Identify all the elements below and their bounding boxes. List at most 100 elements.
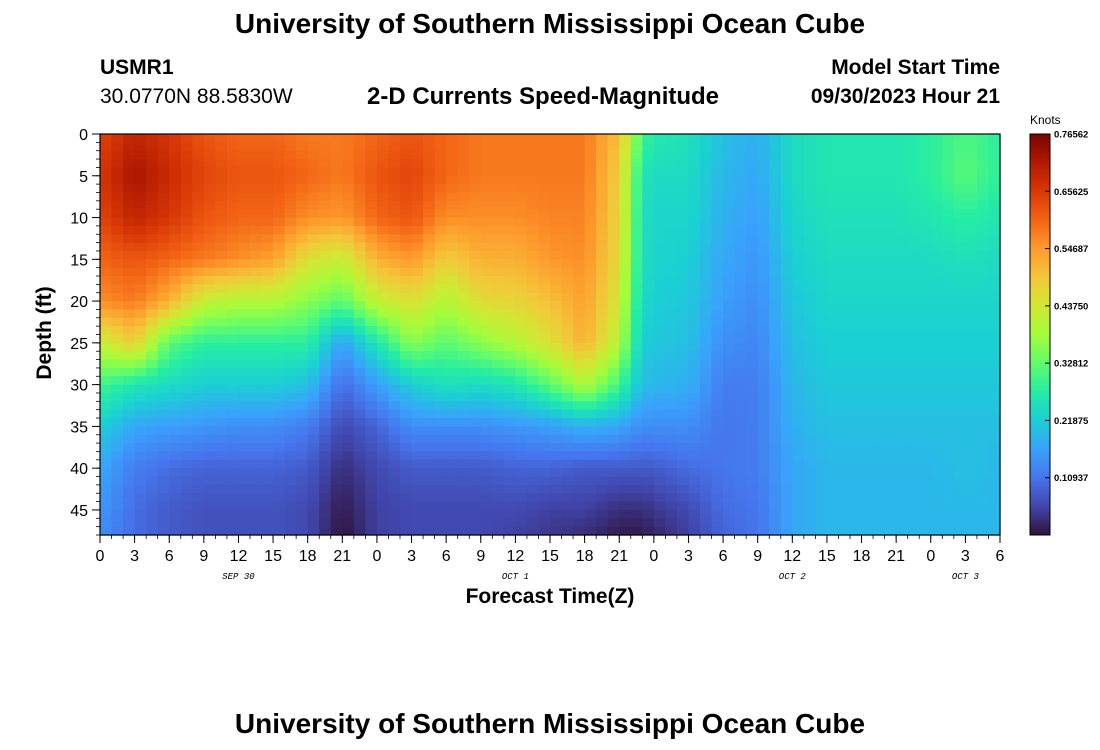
heatmap-cell [169, 242, 182, 252]
heatmap-cell [642, 434, 655, 444]
heatmap-cell [423, 159, 436, 169]
heatmap-cell [319, 150, 332, 160]
heatmap-cell [850, 468, 863, 478]
heatmap-cell [942, 217, 955, 227]
heatmap-cell [873, 192, 886, 202]
heatmap-cell [169, 184, 182, 194]
heatmap-cell [850, 134, 863, 143]
heatmap-cell [642, 184, 655, 194]
heatmap-cell [642, 493, 655, 503]
heatmap-cell [376, 359, 390, 369]
heatmap-cell [942, 468, 955, 478]
heatmap-cell [238, 484, 251, 494]
heatmap-cell [319, 309, 332, 319]
heatmap-cell [238, 250, 251, 260]
heatmap-cell [365, 459, 378, 469]
heatmap-cell [803, 200, 816, 210]
heatmap-cell [423, 401, 436, 411]
heatmap-cell [446, 426, 459, 436]
heatmap-cell [873, 351, 886, 361]
heatmap-cell [400, 192, 413, 202]
heatmap-cell [538, 234, 551, 244]
heatmap-cell [503, 326, 516, 336]
heatmap-cell [653, 426, 666, 436]
heatmap-cell [226, 334, 240, 344]
heatmap-cell [342, 175, 355, 185]
heatmap-cell [919, 150, 932, 160]
heatmap-cell [965, 167, 978, 177]
heatmap-cell [688, 509, 701, 519]
heatmap-cell [400, 301, 413, 311]
heatmap-cell [134, 334, 147, 344]
heatmap-cell [653, 317, 666, 327]
heatmap-cell [700, 501, 713, 511]
heatmap-cell [665, 309, 678, 319]
heatmap-cell [226, 317, 240, 327]
y-tick-label: 20 [70, 294, 88, 311]
heatmap-cell [423, 276, 436, 285]
heatmap-cell [757, 401, 770, 411]
heatmap-cell [584, 192, 597, 202]
heatmap-cell [215, 426, 228, 436]
heatmap-cell [492, 326, 505, 336]
heatmap-cell [100, 351, 113, 361]
heatmap-cell [665, 192, 678, 202]
heatmap-cells [100, 134, 1001, 536]
heatmap-cell [780, 384, 793, 394]
heatmap-cell [630, 509, 643, 519]
heatmap-cell [676, 459, 690, 469]
heatmap-cell [930, 225, 943, 235]
heatmap-cell [203, 342, 216, 352]
heatmap-cell [976, 326, 990, 336]
heatmap-cell [146, 359, 159, 369]
heatmap-cell [215, 134, 228, 143]
heatmap-cell [965, 459, 978, 469]
heatmap-cell [353, 301, 366, 311]
heatmap-cell [780, 284, 793, 294]
heatmap-cell [688, 284, 701, 294]
heatmap-cell [896, 184, 909, 194]
x-tick-label: 18 [576, 548, 594, 565]
heatmap-cell [907, 459, 920, 469]
heatmap-cell [307, 225, 320, 235]
heatmap-cell [965, 392, 978, 402]
heatmap-cell [596, 209, 609, 219]
heatmap-cell [607, 175, 620, 185]
heatmap-cell [238, 493, 251, 503]
heatmap-cell [203, 292, 216, 302]
heatmap-cell [803, 526, 816, 536]
heatmap-cell [711, 309, 724, 319]
heatmap-cell [676, 468, 690, 478]
heatmap-cell [826, 334, 840, 344]
heatmap-cell [838, 509, 851, 519]
heatmap-cell [642, 401, 655, 411]
heatmap-cell [342, 509, 355, 519]
heatmap-cell [561, 434, 574, 444]
heatmap-cell [550, 501, 563, 511]
heatmap-cell [780, 459, 793, 469]
heatmap-cell [492, 167, 505, 177]
heatmap-cell [942, 367, 955, 377]
heatmap-cell [700, 526, 713, 536]
heatmap-cell [630, 359, 643, 369]
heatmap-cell [365, 267, 378, 277]
heatmap-cell [446, 342, 459, 352]
heatmap-cell [111, 225, 124, 235]
heatmap-cell [861, 267, 874, 277]
heatmap-cell [480, 250, 493, 260]
heatmap-cell [850, 200, 863, 210]
heatmap-cell [330, 426, 343, 436]
heatmap-cell [538, 401, 551, 411]
heatmap-cell [653, 392, 666, 402]
heatmap-cell [907, 392, 920, 402]
heatmap-cell [284, 301, 297, 311]
heatmap-cell [388, 184, 401, 194]
heatmap-cell [457, 292, 470, 302]
heatmap-cell [423, 317, 436, 327]
heatmap-cell [330, 234, 343, 244]
heatmap-cell [226, 409, 240, 419]
heatmap-cell [353, 200, 366, 210]
heatmap-cell [746, 509, 759, 519]
heatmap-cell [307, 484, 320, 494]
heatmap-cell [469, 184, 482, 194]
